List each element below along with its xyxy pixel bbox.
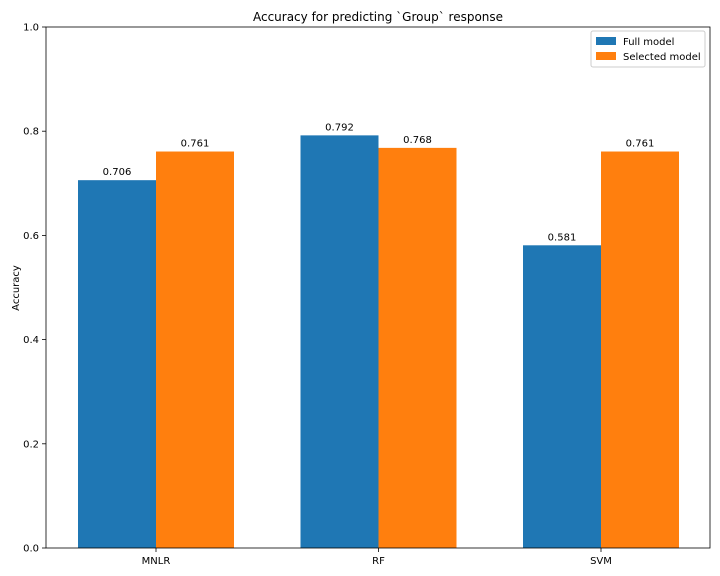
data-label: 0.768 (403, 135, 432, 146)
legend-box (590, 30, 706, 68)
x-tick-label: RF (372, 556, 385, 567)
y-tick-label: 0.0 (23, 544, 39, 555)
bar-mnlr-full (78, 180, 156, 548)
data-label: 0.792 (325, 122, 354, 133)
y-tick-label: 0.6 (23, 231, 39, 242)
legend-label: Selected model (623, 52, 701, 63)
y-tick-label: 1.0 (23, 23, 39, 34)
y-tick-label: 0.2 (23, 439, 39, 450)
bar-svm-selected (601, 151, 679, 549)
legend-label: Full model (623, 37, 674, 48)
data-label: 0.706 (103, 167, 132, 178)
legend-swatch-selected (596, 52, 616, 60)
y-axis-label: Accuracy (11, 265, 22, 311)
bar-svm-full (523, 245, 601, 548)
y-tick-label: 0.8 (23, 127, 39, 138)
x-tick-label: MNLR (142, 556, 171, 567)
bar-rf-full (300, 135, 379, 549)
legend: Full model Selected model (590, 30, 706, 68)
data-label: 0.581 (548, 232, 577, 243)
legend-swatch-full (596, 37, 616, 45)
bar-mnlr-selected (156, 151, 234, 549)
data-label: 0.761 (626, 139, 655, 150)
bar-rf-selected (378, 147, 457, 548)
chart-title: Accuracy for predicting `Group` response (253, 10, 503, 24)
x-tick-label: SVM (590, 556, 612, 567)
axes-frame (45, 26, 711, 549)
y-tick-label: 0.4 (23, 335, 39, 346)
plot-area: 0.706 0.761 MNLR 0.792 0.768 RF 0.581 0.761 SVM 0… (23, 23, 711, 567)
data-label: 0.761 (181, 139, 210, 150)
